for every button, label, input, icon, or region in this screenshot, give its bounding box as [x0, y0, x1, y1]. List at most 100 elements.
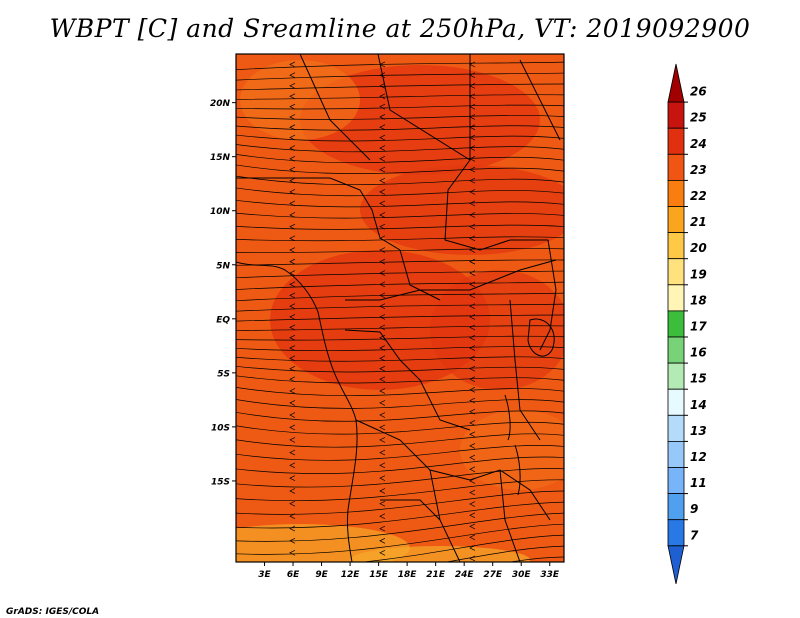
streamline-arrow: [469, 235, 476, 242]
streamline: [236, 399, 564, 409]
lat-tick-label: 5N: [216, 261, 230, 271]
streamline: [236, 115, 564, 120]
streamline-arrow: [469, 355, 476, 362]
streamline-arrow: [379, 314, 386, 320]
lon-tick-label: 3E: [258, 570, 271, 580]
streamline-arrow: [379, 475, 386, 481]
streamline-arrow: [469, 334, 476, 341]
streamline-arrow: [469, 397, 476, 404]
streamline-arrow: [379, 292, 386, 299]
streamline: [236, 61, 564, 71]
streamline-arrow: [289, 200, 296, 207]
streamline-arrow: [384, 561, 385, 562]
streamline: [236, 512, 564, 542]
colorbar-label: 18: [690, 293, 707, 307]
streamline-arrow: [469, 166, 476, 173]
streamline: [236, 224, 564, 230]
lon-tick-label: 24E: [455, 570, 475, 580]
colorbar-swatch: [667, 362, 685, 390]
streamline: [236, 187, 564, 197]
streamline-arrow: [379, 388, 386, 394]
streamline-arrow: [469, 501, 476, 507]
colorbar-label: 24: [690, 137, 707, 151]
colorbar-label: 15: [690, 372, 707, 386]
country-borders: [236, 54, 561, 562]
streamline-arrow: [289, 177, 296, 184]
colorbar-swatch: [667, 467, 685, 495]
streamline: [236, 175, 564, 186]
streamline-arrow: [469, 512, 476, 519]
lat-tick-label: 15S: [211, 477, 230, 487]
colorbar-swatch: [667, 101, 685, 129]
streamline-arrow: [469, 545, 476, 551]
colorbar-swatch: [667, 127, 685, 155]
streamline: [236, 479, 564, 502]
colorbar-swatch: [667, 206, 685, 234]
streamline: [508, 556, 564, 562]
streamline-arrow: [289, 365, 296, 372]
streamline-arrow: [379, 412, 386, 418]
streamline: [236, 212, 564, 219]
colorbar-swatch: [667, 258, 685, 286]
streamline-arrow: [469, 365, 476, 372]
streamline-arrow: [289, 345, 296, 351]
streamline-arrow: [289, 388, 296, 394]
lon-tick-label: 9E: [315, 570, 328, 580]
colorbar-label: 23: [690, 163, 707, 177]
streamline-arrow: [289, 134, 296, 141]
streamline-arrow: [379, 365, 386, 372]
streamline-arrow: [289, 145, 296, 151]
plot-title: WBPT [C] and Sreamline at 250hPa, VT: 20…: [49, 14, 751, 43]
streamline-arrow: [379, 500, 386, 507]
streamline: [236, 248, 564, 253]
streamline-arrow: [469, 523, 476, 530]
streamline: [236, 410, 564, 422]
streamline-arrow: [379, 270, 386, 276]
lat-tick-label: 15N: [210, 153, 231, 163]
lon-tick-label: 6E: [287, 570, 300, 580]
streamline-arrow: [379, 124, 386, 131]
streamline: [236, 281, 564, 290]
colorbar-label: 25: [690, 111, 707, 125]
streamline: [236, 523, 564, 555]
colorbar-label: 7: [690, 528, 699, 542]
streamline-arrow: [469, 303, 476, 310]
streamline: [236, 125, 564, 131]
streamline-arrow: [294, 561, 295, 562]
streamline: [236, 356, 564, 362]
colorbar-label: 20: [690, 241, 707, 255]
longitude-axis: 3E 6E 9E 12E 15E 18E 21E 24E 27E 30E 33E: [258, 562, 560, 580]
streamline: [236, 468, 564, 488]
streamline-arrow: [379, 345, 386, 351]
streamline-arrow: [379, 177, 386, 184]
streamline-arrow: [469, 258, 476, 265]
colorbar-label: 13: [690, 424, 707, 438]
lon-tick-label: 18E: [398, 570, 418, 580]
streamline-arrow: [469, 466, 476, 473]
streamline-arrow: [379, 189, 386, 195]
streamline-arrow: [289, 513, 296, 520]
colorbar-cap-bottom: [667, 545, 685, 584]
streamline: [236, 134, 564, 142]
colorbar-swatch: [667, 440, 685, 468]
streamline-arrow: [289, 235, 296, 242]
streamline-arrow: [289, 412, 296, 418]
streamline-arrow: [289, 424, 296, 431]
streamline-arrow: [469, 200, 476, 207]
streamline: [236, 236, 564, 242]
colorbar-swatch: [667, 232, 685, 260]
streamline-arrow: [469, 534, 476, 541]
streamline-arrow: [289, 258, 296, 265]
streamline-arrow: [379, 247, 386, 253]
lon-tick-label: 33E: [540, 570, 560, 580]
streamline-arrow: [469, 281, 476, 288]
streamline-arrow: [379, 513, 386, 520]
colorbar-cap-top: [667, 63, 685, 103]
streamline-arrow: [289, 124, 296, 131]
streamline-arrow: [379, 355, 386, 362]
colorbar-label: 22: [690, 189, 707, 203]
streamline: [236, 335, 564, 341]
streamline-arrow: [469, 386, 476, 393]
streamline-arrow: [289, 93, 296, 100]
streamline: [236, 199, 564, 208]
